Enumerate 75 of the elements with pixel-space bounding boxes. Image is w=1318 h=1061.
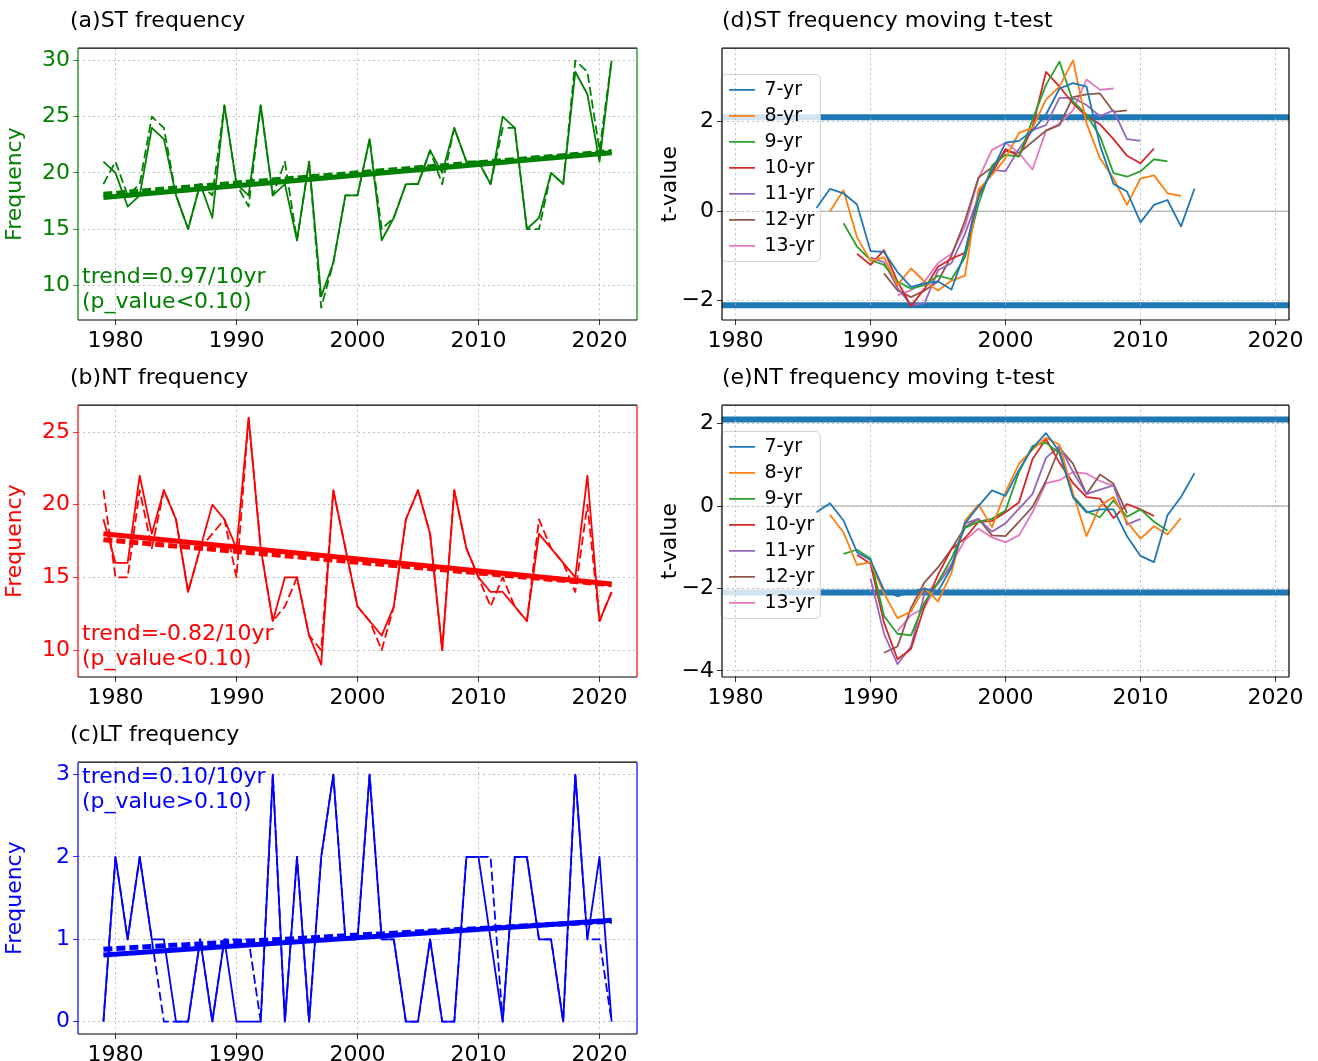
y-tick-label: 15 (42, 563, 70, 589)
x-tick-label: 2010 (1112, 326, 1169, 352)
y-tick-label: 0 (700, 491, 714, 517)
chart-title: (e)NT frequency moving t-test (722, 364, 1055, 390)
legend-label: 8-yr (764, 459, 803, 482)
x-tick-label: 1990 (842, 683, 899, 709)
legend-label: 9-yr (764, 485, 803, 508)
y-tick-label: 20 (42, 158, 70, 184)
y-tick-label: 1 (56, 925, 70, 950)
x-tick-label: 1990 (208, 683, 265, 709)
x-tick-label: 1980 (707, 326, 764, 352)
x-tick-label: 2000 (977, 326, 1034, 352)
x-tick-label: 1980 (87, 326, 144, 352)
chart-title: (c)LT frequency (70, 721, 240, 747)
y-tick-label: 30 (42, 46, 70, 72)
legend-label: 9-yr (764, 128, 803, 151)
y-axis-title: Frequency (0, 484, 26, 598)
y-axis-title: t-value (655, 146, 681, 223)
y-axis-title: t-value (655, 503, 681, 580)
legend-label: 12-yr (764, 206, 815, 229)
x-tick-label: 2000 (977, 683, 1034, 709)
x-tick-label: 1990 (842, 326, 899, 352)
y-tick-label: 25 (42, 417, 70, 443)
x-tick-label: 1980 (87, 683, 144, 709)
y-tick-label: 2 (700, 409, 714, 435)
legend-label: 12-yr (764, 563, 815, 586)
y-tick-label: 25 (42, 102, 70, 128)
chart-title: (b)NT frequency (70, 364, 249, 390)
annotation: trend=0.97/10yr (82, 262, 267, 288)
y-axis-title: Frequency (0, 127, 26, 241)
chart-title: (d)ST frequency moving t-test (722, 7, 1053, 33)
legend-label: 10-yr (764, 511, 815, 534)
annotation: trend=-0.82/10yr (82, 619, 275, 645)
y-tick-label: 0 (56, 1007, 70, 1033)
legend-label: 13-yr (764, 232, 815, 255)
chart-title: (a)ST frequency (70, 7, 246, 33)
x-tick-label: 1990 (208, 1040, 265, 1061)
legend-label: 11-yr (764, 180, 815, 203)
y-tick-label: 20 (42, 490, 70, 516)
x-tick-label: 2020 (1247, 326, 1304, 352)
annotation: trend=0.10/10yr (82, 762, 267, 788)
y-tick-label: −4 (681, 656, 714, 682)
x-tick-label: 2010 (450, 683, 507, 709)
x-tick-label: 2020 (571, 326, 628, 352)
y-tick-label: 2 (700, 107, 714, 133)
x-tick-label: 2010 (450, 1040, 507, 1061)
x-tick-label: 2000 (329, 683, 386, 709)
x-tick-label: 2010 (450, 326, 507, 352)
annotation: (p_value<0.10) (82, 644, 252, 671)
legend-label: 13-yr (764, 589, 815, 612)
y-tick-label: 2 (56, 842, 70, 868)
legend-label: 10-yr (764, 154, 815, 177)
x-tick-label: 2010 (1112, 683, 1169, 709)
y-tick-label: 10 (42, 270, 70, 296)
legend-label: 8-yr (764, 102, 803, 125)
x-tick-label: 2020 (1247, 683, 1304, 709)
y-tick-label: 0 (700, 196, 714, 222)
annotation: (p_value>0.10) (82, 787, 252, 814)
x-tick-label: 1990 (208, 326, 265, 352)
x-tick-label: 2000 (329, 1040, 386, 1061)
y-tick-label: 10 (42, 635, 70, 661)
x-tick-label: 2020 (571, 1040, 628, 1061)
y-tick-label: −2 (681, 286, 714, 312)
x-tick-label: 1980 (87, 1040, 144, 1061)
legend-label: 7-yr (764, 76, 803, 99)
x-tick-label: 2020 (571, 683, 628, 709)
x-tick-label: 1980 (707, 683, 764, 709)
y-tick-label: 3 (56, 760, 70, 786)
y-tick-label: 15 (42, 214, 70, 240)
y-axis-title: Frequency (0, 841, 26, 955)
legend-label: 7-yr (764, 433, 803, 456)
legend-label: 11-yr (764, 537, 815, 560)
y-tick-label: −2 (681, 574, 714, 600)
x-tick-label: 2000 (329, 326, 386, 352)
annotation: (p_value<0.10) (82, 287, 252, 314)
